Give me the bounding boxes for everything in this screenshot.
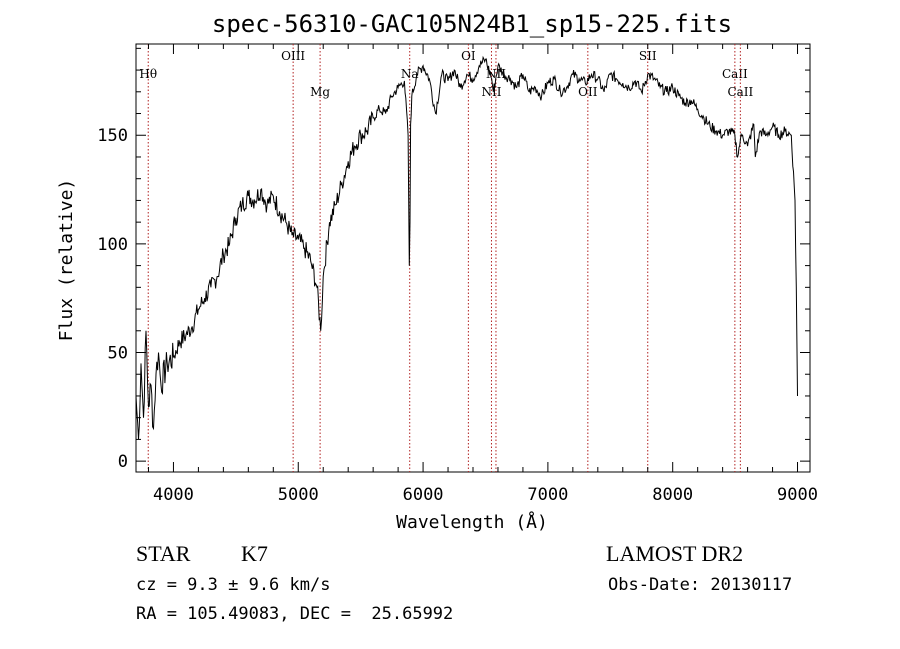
object-class: STAR	[136, 541, 191, 566]
absorption-line-label: OII	[578, 85, 598, 99]
y-axis-label: Flux (relative)	[56, 179, 77, 342]
x-tick-label: 4000	[153, 485, 194, 505]
absorption-line-label: Mg	[310, 85, 330, 99]
x-tick-label: 7000	[527, 485, 568, 505]
absorption-line-label: Hθ	[139, 67, 157, 81]
coordinates: RA = 105.49083, DEC = 25.65992	[136, 604, 454, 624]
axis-ticks-layer: 4000 5000 6000 7000 8000 9000 0 50 100 150	[97, 44, 818, 505]
absorption-line-label: CaII	[727, 85, 753, 99]
absorption-line-label: SII	[639, 49, 657, 63]
y-tick-label: 100	[97, 235, 128, 255]
y-tick-label: 150	[97, 126, 128, 146]
y-tick-label: 0	[118, 452, 128, 472]
absorption-line-label: CaII	[722, 67, 748, 81]
plot-frame	[135, 43, 811, 473]
redshift-cz: cz = 9.3 ± 9.6 km/s	[136, 575, 331, 595]
x-tick-label: 9000	[777, 485, 818, 505]
chart-title: spec-56310-GAC105N24B1_sp15-225.fits	[212, 10, 732, 38]
absorption-line-label: Na	[401, 67, 419, 81]
spectrum-line	[135, 55, 798, 440]
x-tick-label: 6000	[403, 485, 444, 505]
observation-date: Obs-Date: 20130117	[608, 575, 793, 595]
x-tick-label: 8000	[652, 485, 693, 505]
absorption-line-label: NII	[481, 85, 501, 99]
absorption-line-label: OI	[461, 49, 476, 63]
x-tick-label: 5000	[278, 485, 319, 505]
absorption-line-label: OIII	[281, 49, 305, 63]
object-subclass: K7	[241, 541, 268, 566]
x-axis-label: Wavelength (Å)	[396, 511, 548, 533]
survey-name: LAMOST DR2	[606, 541, 744, 566]
y-tick-label: 50	[108, 344, 128, 364]
